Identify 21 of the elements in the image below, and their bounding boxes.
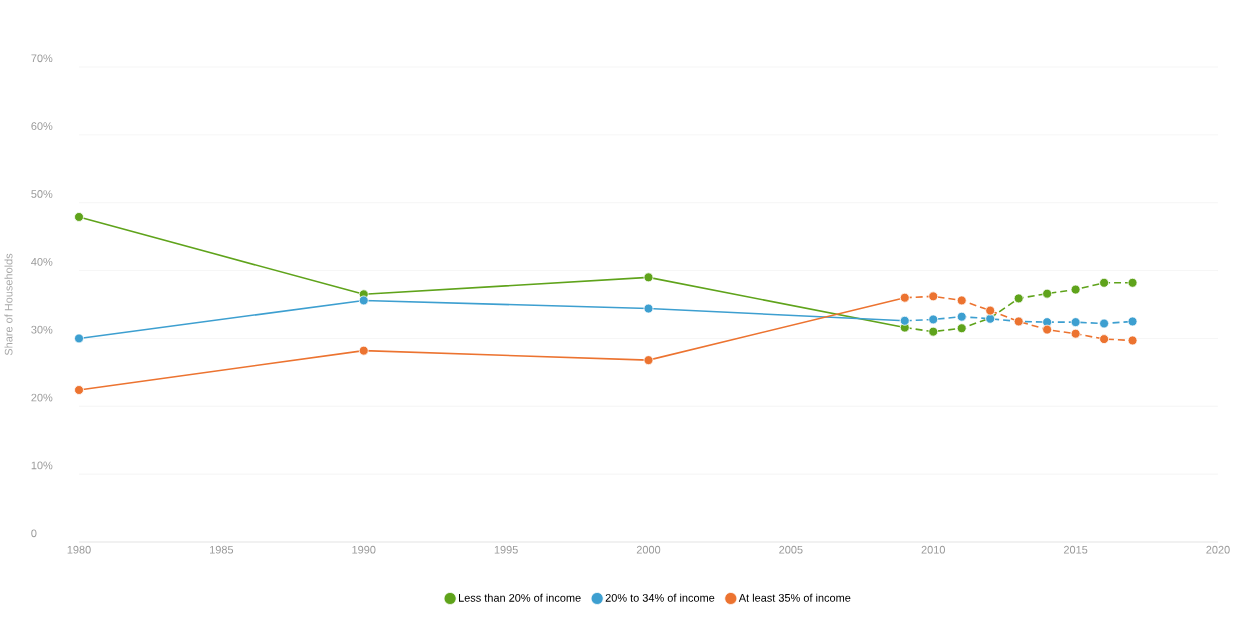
- legend-label: 20% to 34% of income: [605, 593, 715, 602]
- x-tick-label: 2000: [636, 545, 661, 554]
- y-tick-label: 50%: [31, 190, 53, 198]
- x-tick-label: 2010: [921, 545, 945, 554]
- y-tick-label: 40%: [31, 257, 53, 266]
- legend-label: Less than 20% of income: [459, 593, 581, 602]
- y-tick-label: 20%: [31, 393, 53, 402]
- y-tick-label: 70%: [31, 54, 53, 63]
- x-tick-label: 2020: [1206, 545, 1230, 554]
- x-tick-label: 2005: [779, 545, 803, 554]
- x-tick-label: 2015: [1063, 545, 1088, 554]
- y-axis-title: Share of Households: [4, 253, 13, 356]
- y-tick-label: 30%: [31, 325, 53, 334]
- y-tick-label: 10%: [31, 461, 53, 470]
- x-tick-label: 1980: [67, 545, 91, 554]
- y-tick-label: 0: [31, 529, 37, 538]
- x-tick-label: 1990: [352, 545, 376, 554]
- y-tick-label: 60%: [31, 122, 53, 131]
- x-tick-label: 1985: [210, 545, 234, 554]
- legend-label: At least 35% of income: [738, 593, 851, 602]
- x-tick-label: 1995: [494, 545, 518, 554]
